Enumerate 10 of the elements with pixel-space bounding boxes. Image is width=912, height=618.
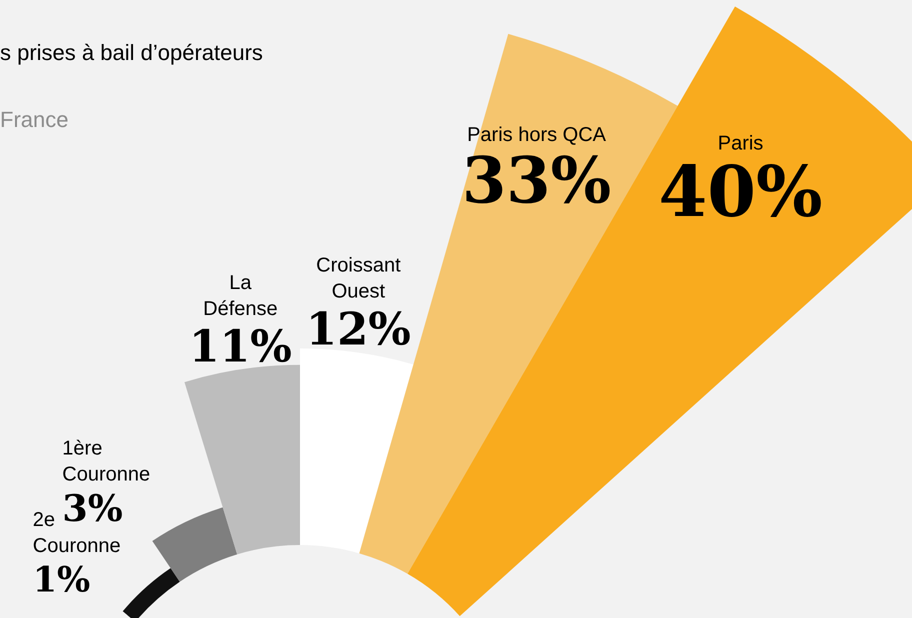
text: s prises à bail d’opérateurs <box>0 40 263 65</box>
category-label: Croissant Ouest <box>316 254 402 303</box>
category-label: La Défense <box>203 272 278 320</box>
data-label: 11% <box>189 321 292 372</box>
text: France <box>0 107 68 132</box>
data-label: 33% <box>462 144 612 219</box>
category-label: 1ère Couronne <box>62 437 150 486</box>
data-label: 12% <box>306 302 411 356</box>
data-label: 1% <box>32 559 90 600</box>
category-label: Paris hors QCA <box>467 124 607 146</box>
